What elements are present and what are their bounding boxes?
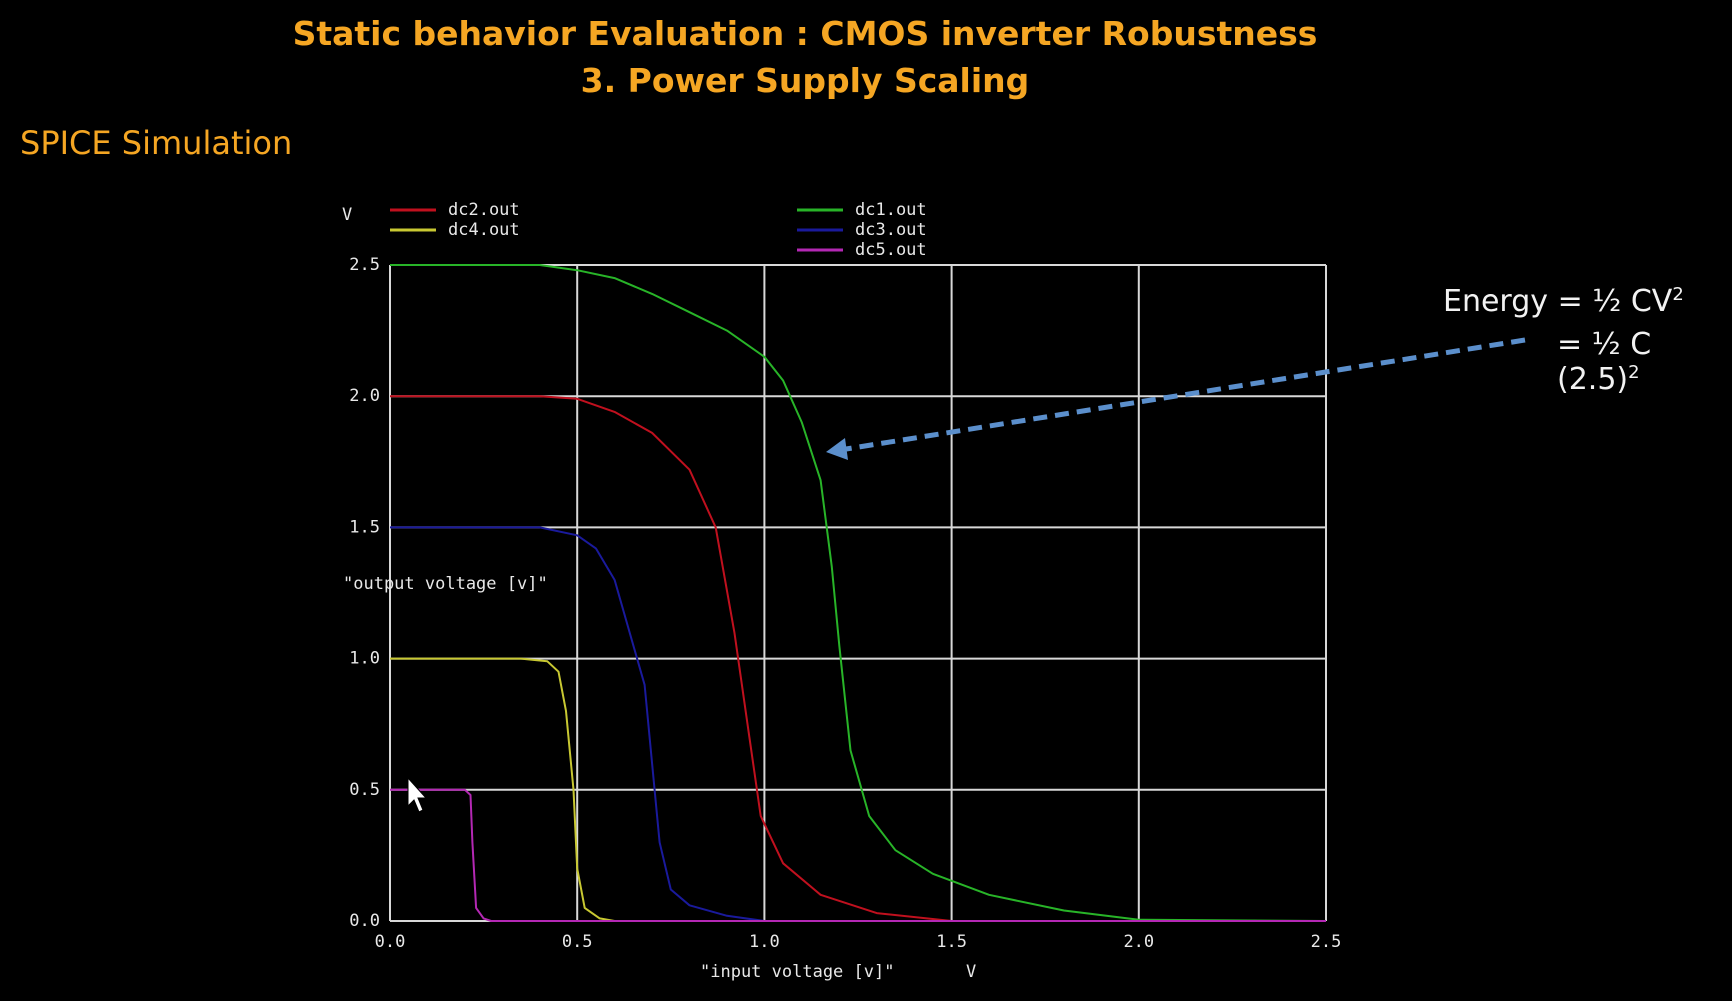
series-line-dc2-out	[390, 395, 1326, 922]
y-axis-label: "output voltage [v]"	[343, 574, 548, 594]
series-line-dc5-out	[390, 788, 1326, 922]
x-tick-label: 0.5	[562, 932, 593, 952]
y-tick-label: 1.0	[349, 649, 380, 669]
legend-label: dc3.out	[855, 220, 927, 240]
energy-formula: Energy = ½ CV2	[1443, 284, 1684, 319]
plot-grid	[389, 264, 1327, 922]
y-tick-label: 1.5	[349, 517, 380, 537]
y-axis-unit: V	[342, 205, 352, 225]
y-tick-label: 0.0	[349, 911, 380, 931]
energy-formula-value: = ½ C (2.5)2	[1557, 327, 1652, 397]
y-tick-label: 0.5	[349, 780, 380, 800]
legend-label: dc5.out	[855, 240, 927, 260]
series-line-dc4-out	[390, 657, 1326, 922]
x-axis-label: "input voltage [v]"	[700, 962, 894, 982]
series-line-dc3-out	[390, 526, 1326, 922]
x-tick-label: 0.0	[375, 932, 406, 952]
slide-subtitle-line: 3. Power Supply Scaling	[580, 61, 1030, 100]
energy-arrow-head	[826, 438, 848, 460]
plot-series	[390, 264, 1327, 922]
slide-title: Static behavior Evaluation : CMOS invert…	[292, 14, 1318, 53]
y-tick-label: 2.0	[349, 386, 380, 406]
energy-arrow-line	[839, 337, 1526, 453]
plot-ticks: 0.0 0.5 1.0 1.5 2.0 2.5 0.0 0.5 1.0 1.5 2.0 2.5	[349, 255, 1341, 952]
x-tick-label: 2.5	[1311, 932, 1342, 952]
x-tick-label: 2.0	[1123, 932, 1154, 952]
legend-label: dc1.out	[855, 200, 927, 220]
section-heading: SPICE Simulation	[20, 124, 293, 162]
series-line-dc1-out	[390, 264, 1327, 922]
legend-label: dc4.out	[448, 220, 520, 240]
cursor-icon	[407, 776, 428, 813]
legend-label: dc2.out	[448, 200, 520, 220]
x-axis-unit: V	[966, 962, 976, 982]
x-tick-label: 1.5	[936, 932, 967, 952]
x-tick-label: 1.0	[749, 932, 780, 952]
y-tick-label: 2.5	[349, 255, 380, 275]
